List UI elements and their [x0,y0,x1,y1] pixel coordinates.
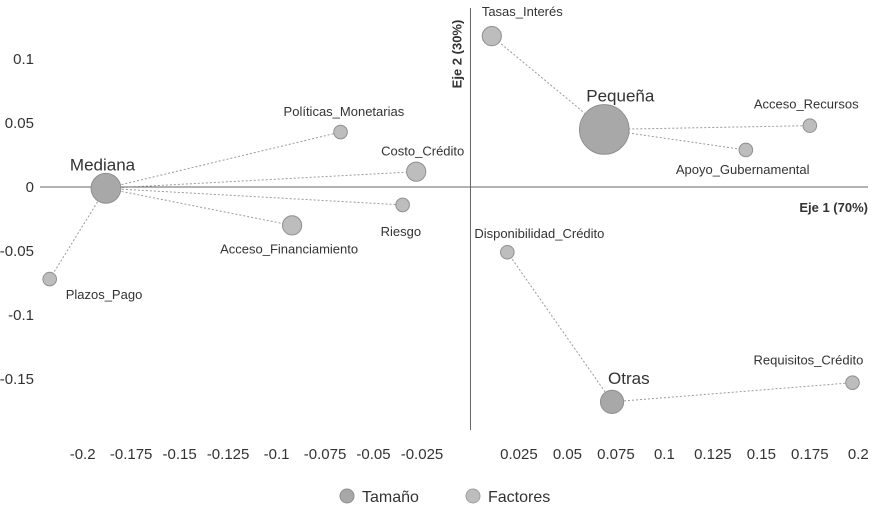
point-acceso-recursos [802,118,818,133]
label-acceso-recursos: Acceso_Recursos [754,97,859,112]
x-tick-label: 0.125 [694,446,732,463]
legend-label-factores: Factores [488,489,550,506]
connector-politicas-monetarias [105,131,341,189]
point-otras [599,389,625,414]
x-tick-label: -0.125 [207,446,250,463]
label-politicas-monetarias: Políticas_Monetarias [284,104,405,119]
y-axis-label: Eje 2 (30%) [449,20,464,89]
point-labels: Mediana Pequeña Otras Tasas_Interés Acceso_R… [66,4,864,388]
x-tick-label: 0.2 [848,446,869,463]
label-otras: Otras [608,369,650,388]
y-tick-label: 0.05 [5,115,34,132]
connector-requisitos-credito [611,382,853,403]
connector-disponibilidad-credito [506,251,613,403]
x-tick-label: 0.175 [791,446,829,463]
connector-lines [49,35,853,403]
point-plazos-pago [42,271,57,287]
connector-costo-credito [105,171,417,189]
label-plazos-pago: Plazos_Pago [66,287,143,302]
x-tick-label: 0.075 [597,446,635,463]
point-costo-credito [406,161,427,182]
data-points [42,26,860,414]
axes [40,8,868,430]
label-riesgo: Riesgo [381,224,421,239]
x-tick-label: -0.1 [264,446,290,463]
x-tick-label: -0.05 [356,446,390,463]
x-tick-label: 0.05 [553,446,582,463]
label-costo-credito: Costo_Crédito [381,144,464,159]
x-tick-label: -0.15 [163,446,197,463]
connector-acceso-recursos [604,125,810,130]
x-tick-label: -0.075 [304,446,347,463]
label-acceso-financiamiento: Acceso_Financiamiento [220,241,358,256]
x-tick-label: 0.15 [747,446,776,463]
y-tick-label: -0.05 [0,243,34,260]
legend: Tamaño Factores [339,488,550,506]
legend-marker-tamano [339,488,355,504]
label-requisitos-credito: Requisitos_Crédito [753,353,863,368]
label-apoyo-gubernamental: Apoyo_Gubernamental [676,162,810,177]
y-tick-label: -0.1 [8,307,34,324]
connector-plazos-pago [49,188,107,280]
legend-label-tamano: Tamaño [362,489,419,506]
point-riesgo [395,197,410,213]
point-apoyo-gubernamental [738,142,754,158]
x-tick-label: -0.175 [110,446,153,463]
x-tick-label: -0.025 [401,446,444,463]
point-politicas-monetarias [333,124,348,140]
label-pequena: Pequeña [586,86,655,105]
label-tasas-interes: Tasas_Interés [482,4,563,19]
point-requisitos-credito [845,375,860,390]
legend-marker-factores [465,488,481,504]
label-disponibilidad-credito: Disponibilidad_Crédito [474,226,604,241]
point-mediana [90,172,122,204]
point-disponibilidad-credito [500,244,515,260]
y-tick-label: 0 [26,179,34,196]
x-tick-label: 0.1 [654,446,675,463]
point-acceso-financiamiento [281,215,303,236]
label-mediana: Mediana [70,155,136,174]
point-pequena [578,104,630,155]
tick-labels: -0.2 -0.175 -0.15 -0.125 -0.1 -0.075 -0.05 -0.0… [0,51,869,463]
point-tasas-interes [481,26,502,47]
x-axis-label: Eje 1 (70%) [799,200,868,215]
y-tick-label: 0.1 [13,51,34,68]
connector-riesgo [105,187,403,206]
y-tick-label: -0.15 [0,371,34,388]
x-tick-label: -0.2 [70,446,96,463]
x-tick-label: 0.025 [500,446,538,463]
